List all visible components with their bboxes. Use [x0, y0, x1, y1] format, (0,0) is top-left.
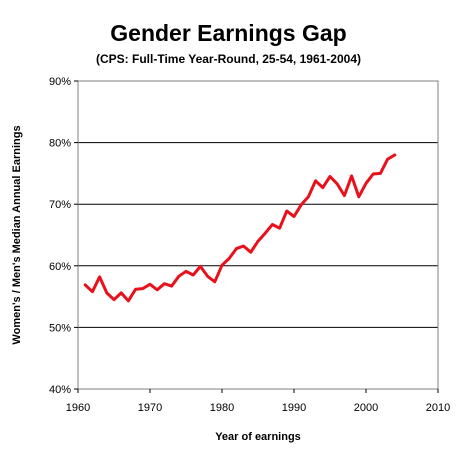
series-line: [83, 153, 397, 303]
plot-area-border: [77, 80, 439, 390]
x-tick-label: 1990: [282, 402, 306, 414]
y-axis-title: Women's / Men's Median Annual Earnings: [11, 125, 23, 344]
x-tick-label: 2000: [354, 402, 378, 414]
x-tick-label: 1970: [138, 402, 162, 414]
y-tick-label: 50%: [49, 322, 71, 334]
x-axis-title: Year of earnings: [215, 431, 301, 443]
x-tick-label: 1980: [210, 402, 234, 414]
y-tick-label: 40%: [49, 384, 71, 396]
x-tick-label: 1960: [66, 402, 90, 414]
chart-subtitle: (CPS: Full-Time Year-Round, 25-54, 1961-…: [96, 52, 361, 66]
gridlines: [78, 142, 438, 328]
y-tick-label: 70%: [49, 199, 71, 211]
x-tick-label: 2010: [426, 402, 450, 414]
x-axis: 1960 1970 1980 1990 2000 2010: [66, 389, 450, 414]
y-tick-label: 90%: [49, 76, 71, 88]
chart-title: Gender Earnings Gap: [110, 20, 347, 46]
y-tick-label: 80%: [49, 138, 71, 150]
y-tick-label: 60%: [49, 261, 71, 273]
y-axis: 40% 50% 60% 70% 80% 90%: [49, 76, 78, 396]
